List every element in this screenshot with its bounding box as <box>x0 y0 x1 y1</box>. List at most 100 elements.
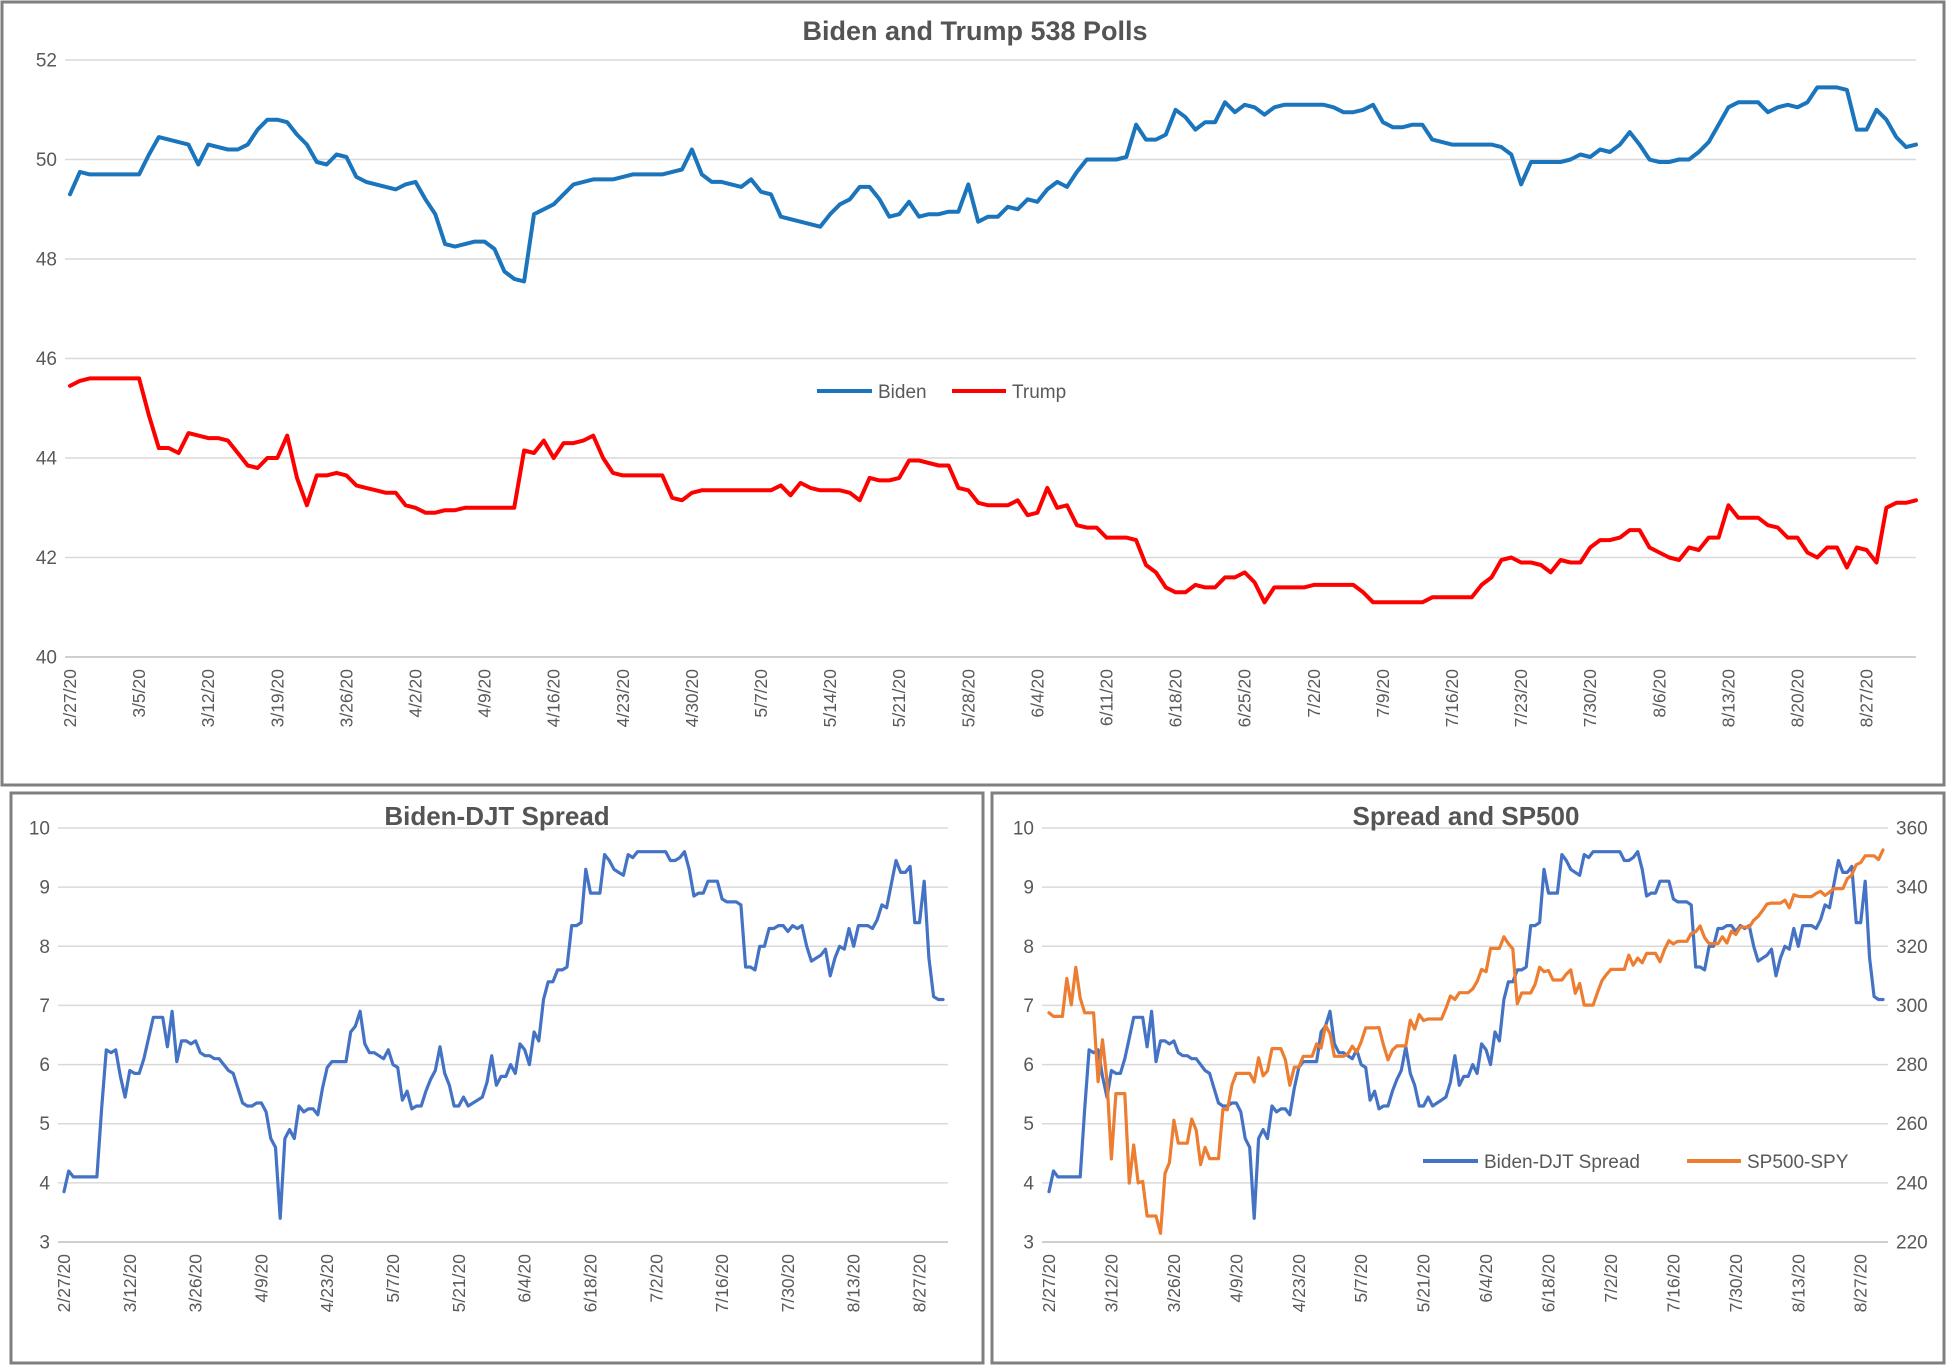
y-tick-label: 10 <box>1013 819 1034 840</box>
x-tick-label: 6/18/20 <box>580 1254 600 1313</box>
x-tick-label: 5/21/20 <box>889 669 909 728</box>
gridlines <box>58 827 948 1243</box>
x-tick-label: 6/18/20 <box>1166 669 1186 728</box>
trump-legend-label: Trump <box>1012 382 1066 403</box>
polls-chart: 52 50 48 46 44 42 402/27/20 3/5/20 3/12/20 3/19/2… <box>36 51 1918 728</box>
y-right-tick-label: 340 <box>1896 878 1928 899</box>
gridlines <box>65 59 1916 658</box>
y-tick-label: 46 <box>36 349 57 370</box>
y-tick-label: 8 <box>1023 937 1034 958</box>
panel-top-polls <box>0 0 1946 787</box>
x-tick-label: 5/7/20 <box>1351 1254 1371 1303</box>
sp500-legend-label: SP500-SPY <box>1747 1152 1849 1173</box>
x-tick-label: 7/9/20 <box>1373 669 1393 718</box>
y-tick-label: 7 <box>39 996 50 1017</box>
x-tick-label: 3/12/20 <box>1101 1254 1121 1313</box>
x-tick-label: 7/30/20 <box>778 1254 798 1313</box>
x-tick-label: 7/16/20 <box>1442 669 1462 728</box>
y-tick-label: 40 <box>36 648 57 669</box>
x-tick-label: 6/4/20 <box>1027 669 1047 718</box>
x-tick-label: 3/26/20 <box>336 669 356 728</box>
gridlines <box>1042 827 1888 1243</box>
x-tick-label: 4/16/20 <box>544 669 564 728</box>
y-tick-label: 4 <box>39 1173 50 1194</box>
y-tick-label: 3 <box>1023 1233 1034 1254</box>
x-tick-label: 4/23/20 <box>613 669 633 728</box>
y-tick-label: 5 <box>39 1114 50 1135</box>
biden-line <box>68 85 1918 284</box>
y-right-tick-label: 300 <box>1896 996 1928 1017</box>
y-tick-label: 48 <box>36 250 57 271</box>
y-tick-label: 7 <box>1023 996 1034 1017</box>
x-tick-label: 3/5/20 <box>129 669 149 718</box>
x-tick-label: 8/13/20 <box>844 1254 864 1313</box>
x-tick-label: 4/9/20 <box>475 669 495 718</box>
x-tick-label: 7/2/20 <box>1304 669 1324 718</box>
x-tick-label: 8/27/20 <box>1857 669 1877 728</box>
x-tick-label: 5/7/20 <box>383 1254 403 1303</box>
trump-line <box>68 376 1918 605</box>
biden-djt-spread-line <box>62 850 945 1220</box>
y-right-tick-label: 260 <box>1896 1114 1928 1135</box>
x-tick-label: 7/2/20 <box>1601 1254 1621 1303</box>
x-tick-label: 6/18/20 <box>1539 1254 1559 1313</box>
x-tick-label: 6/11/20 <box>1097 669 1117 726</box>
spread-sp500-chart: 10 360 9 340 8 320 7 300 6 280 5 260 4 240 3 220 2/27/20… <box>1013 819 1928 1313</box>
x-tick-label: 3/12/20 <box>120 1254 140 1313</box>
y-tick-label: 6 <box>39 1055 50 1076</box>
x-tick-label: 7/23/20 <box>1511 669 1531 728</box>
y-tick-label: 5 <box>1023 1114 1034 1135</box>
sp500-spy-line <box>1047 848 1885 1236</box>
x-tick-label: 5/14/20 <box>820 669 840 728</box>
x-tick-label: 3/19/20 <box>267 669 287 728</box>
polls-legend: Biden Trump <box>817 382 1066 403</box>
polls-chart-title: Biden and Trump 538 Polls <box>802 16 1147 46</box>
x-tick-label: 4/2/20 <box>406 669 426 718</box>
x-tick-label: 7/16/20 <box>712 1254 732 1313</box>
y-tick-label: 9 <box>39 878 50 899</box>
y-right-tick-label: 280 <box>1896 1055 1928 1076</box>
y-tick-label: 3 <box>39 1233 50 1254</box>
x-tick-label: 3/12/20 <box>198 669 218 728</box>
x-tick-label: 8/13/20 <box>1788 1254 1808 1313</box>
x-tick-label: 6/4/20 <box>1476 1254 1496 1303</box>
x-tick-label: 4/30/20 <box>682 669 702 728</box>
y-tick-label: 52 <box>36 51 57 72</box>
x-tick-label: 8/20/20 <box>1788 669 1808 728</box>
x-tick-label: 5/21/20 <box>449 1254 469 1313</box>
spread-sp500-chart-title: Spread and SP500 <box>1353 801 1580 831</box>
y-tick-label: 8 <box>39 937 50 958</box>
x-tick-label: 6/4/20 <box>515 1254 535 1303</box>
y-right-tick-label: 220 <box>1896 1233 1928 1254</box>
x-tick-label: 8/27/20 <box>909 1254 929 1313</box>
y-right-tick-label: 240 <box>1896 1173 1928 1194</box>
x-tick-label: 4/9/20 <box>251 1254 271 1303</box>
spread-legend-label: Biden-DJT Spread <box>1484 1152 1640 1173</box>
x-tick-label: 2/27/20 <box>54 1254 74 1313</box>
spread-chart: 10 9 8 7 6 5 4 32/27/20 3/12/20 3/26/20 4/9/20 4/23… <box>29 819 948 1313</box>
y-tick-label: 10 <box>29 819 50 840</box>
x-tick-label: 5/21/20 <box>1414 1254 1434 1313</box>
y-tick-label: 50 <box>36 150 57 171</box>
y-right-tick-label: 320 <box>1896 937 1928 958</box>
x-tick-label: 5/28/20 <box>958 669 978 728</box>
spread-chart-title: Biden-DJT Spread <box>384 801 609 831</box>
x-tick-label: 8/6/20 <box>1649 669 1669 718</box>
y-tick-label: 6 <box>1023 1055 1034 1076</box>
x-tick-label: 4/23/20 <box>317 1254 337 1313</box>
biden-legend-label: Biden <box>878 382 927 403</box>
x-tick-label: 2/27/20 <box>1039 1254 1059 1313</box>
x-tick-label: 3/26/20 <box>1164 1254 1184 1313</box>
x-tick-label: 4/9/20 <box>1226 1254 1246 1303</box>
y-tick-label: 42 <box>36 548 57 569</box>
x-tick-label: 6/25/20 <box>1235 669 1255 728</box>
y-tick-label: 4 <box>1023 1173 1034 1194</box>
y-right-tick-label: 360 <box>1896 819 1928 840</box>
spread-sp500-legend: Biden-DJT Spread SP500-SPY <box>1423 1152 1849 1173</box>
x-tick-label: 8/13/20 <box>1718 669 1738 728</box>
x-tick-label: 8/27/20 <box>1851 1254 1871 1313</box>
x-tick-label: 7/16/20 <box>1663 1254 1683 1313</box>
x-tick-label: 4/23/20 <box>1289 1254 1309 1313</box>
